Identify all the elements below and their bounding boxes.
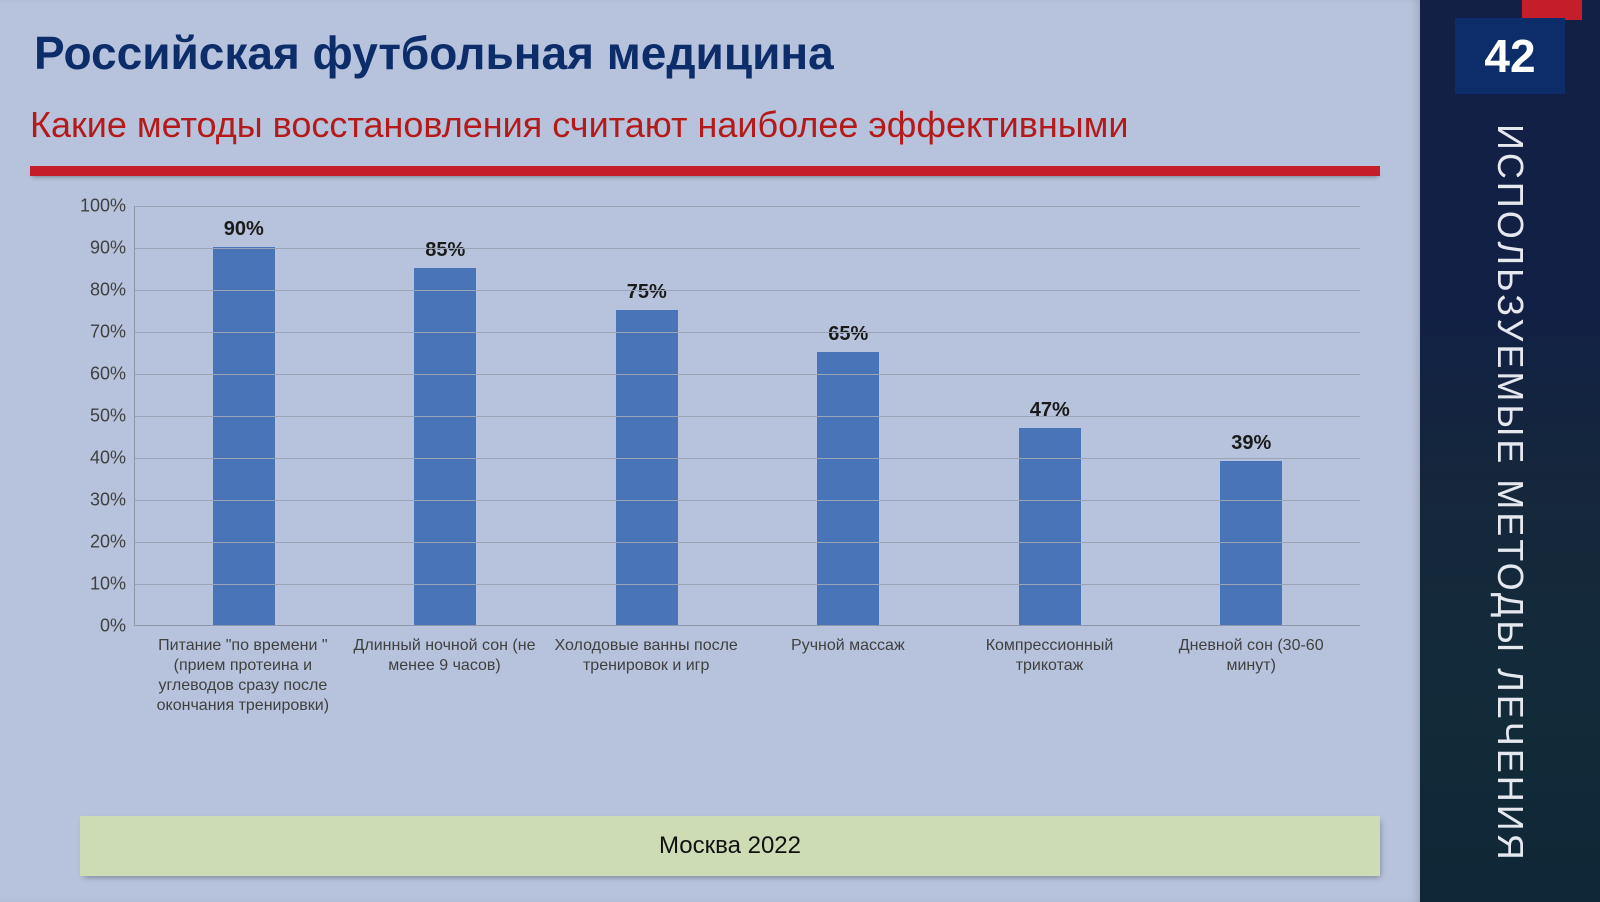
gridline (135, 542, 1360, 543)
bar-value-label: 75% (546, 281, 748, 304)
y-tick-label: 90% (90, 238, 126, 259)
y-tick-label: 0% (100, 616, 126, 637)
gridline (135, 248, 1360, 249)
footer-text: Москва 2022 (659, 832, 801, 860)
chart: 0%10%20%30%40%50%60%70%80%90%100% 90%85%… (70, 206, 1360, 716)
y-tick-label: 50% (90, 406, 126, 427)
x-axis-labels: Питание "по времени " (прием протеина и … (134, 626, 1360, 716)
bar-value-label: 85% (345, 239, 547, 262)
slide-number: 42 (1455, 18, 1565, 94)
sidebar: 42 ИСПОЛЬЗУЕМЫЕ МЕТОДЫ ЛЕЧЕНИЯ (1420, 0, 1600, 902)
y-tick-label: 30% (90, 490, 126, 511)
gridline (135, 374, 1360, 375)
bar (1220, 461, 1282, 625)
bar (414, 268, 476, 625)
y-tick-label: 40% (90, 448, 126, 469)
y-tick-label: 100% (80, 196, 126, 217)
gridline (135, 206, 1360, 207)
x-label: Ручной массаж (747, 636, 949, 716)
main-area: Российская футбольная медицина Какие мет… (0, 0, 1420, 902)
y-tick-label: 70% (90, 322, 126, 343)
divider (30, 166, 1380, 176)
y-axis: 0%10%20%30%40%50%60%70%80%90%100% (70, 206, 134, 626)
page-title: Российская футбольная медицина (34, 26, 1380, 80)
gridline (135, 416, 1360, 417)
x-label: Дневной сон (30-60 минут) (1150, 636, 1352, 716)
bar (616, 310, 678, 625)
page-subtitle: Какие методы восстановления считают наиб… (30, 104, 1380, 146)
gridline (135, 458, 1360, 459)
x-label: Компрессионный трикотаж (949, 636, 1151, 716)
slide: Российская футбольная медицина Какие мет… (0, 0, 1600, 902)
gridline (135, 332, 1360, 333)
gridline (135, 500, 1360, 501)
bar-value-label: 39% (1151, 432, 1353, 455)
footer-bar: Москва 2022 (80, 816, 1380, 876)
x-label: Питание "по времени " (прием протеина и … (142, 636, 344, 716)
gridline (135, 584, 1360, 585)
bar-value-label: 65% (748, 323, 950, 346)
bar-value-label: 47% (949, 399, 1151, 422)
y-tick-label: 60% (90, 364, 126, 385)
bar-value-label: 90% (143, 218, 345, 241)
x-label: Холодовые ванны после тренировок и игр (545, 636, 747, 716)
gridline (135, 290, 1360, 291)
sidebar-vertical-title: ИСПОЛЬЗУЕМЫЕ МЕТОДЫ ЛЕЧЕНИЯ (1420, 120, 1600, 882)
y-tick-label: 10% (90, 574, 126, 595)
y-tick-label: 20% (90, 532, 126, 553)
x-label: Длинный ночной сон (не менее 9 часов) (344, 636, 546, 716)
plot-area: 90%85% 75%65% 47%39% (134, 206, 1360, 626)
y-tick-label: 80% (90, 280, 126, 301)
bar (213, 247, 275, 625)
